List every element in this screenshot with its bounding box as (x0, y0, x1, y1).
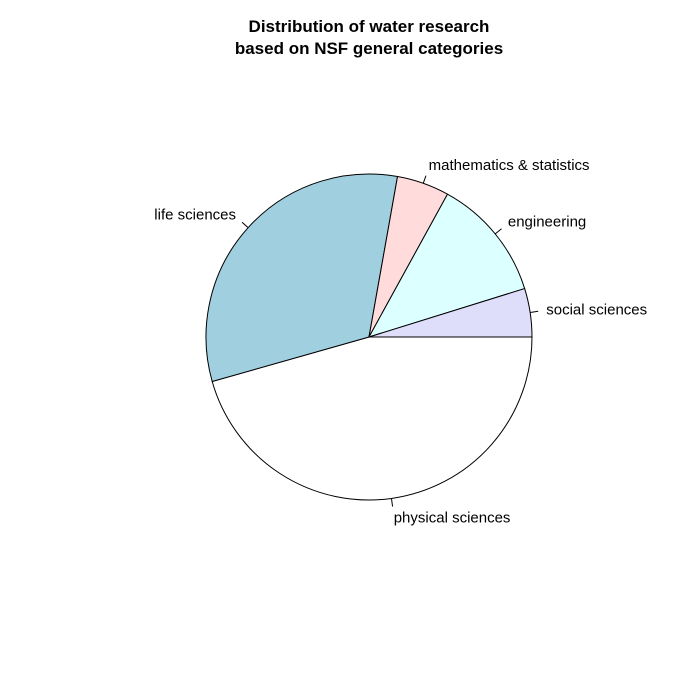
pie-label-tick-social-sciences (530, 310, 539, 314)
pie-label-engineering: engineering (508, 214, 586, 231)
pie-label-physical-sciences: physical sciences (394, 510, 511, 527)
pie-label-tick-engineering (494, 228, 502, 235)
chart-title-line-2: based on NSF general categories (234, 39, 504, 58)
chart-title: Distribution of water research based on … (0, 16, 700, 60)
chart-title-line-1: Distribution of water research (248, 17, 490, 36)
pie-label-social-sciences: social sciences (546, 302, 647, 319)
pie-label-life-sciences: life sciences (154, 207, 236, 224)
pie-label-tick-physical-sciences (390, 498, 394, 507)
pie-label-tick-life-sciences (241, 221, 249, 229)
pie-label-tick-mathematics-statistics (422, 175, 427, 184)
pie-slice-life-sciences (205, 173, 399, 383)
pie-label-mathematics-statistics: mathematics & statistics (429, 157, 590, 174)
pie-slice-social-sciences (368, 287, 533, 338)
